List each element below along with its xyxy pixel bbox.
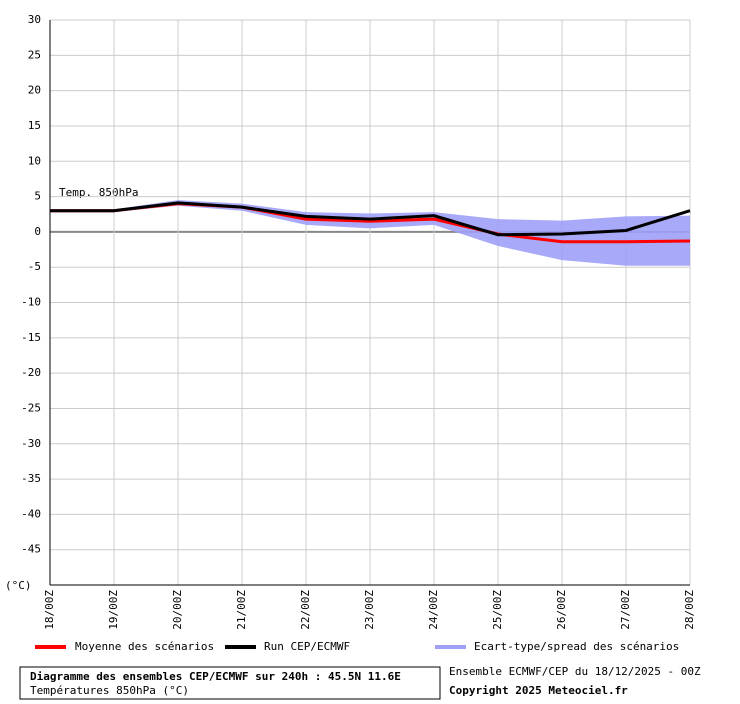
y-axis-label: (°C) xyxy=(5,579,32,592)
line xyxy=(50,201,691,237)
x-tick-label: 23/00Z xyxy=(363,590,376,630)
x-tick-label: 26/00Z xyxy=(555,590,568,630)
legend-swatch xyxy=(225,645,256,649)
legend-label: Ecart-type/spread des scénarios xyxy=(474,640,679,653)
y-tick-label: -5 xyxy=(28,260,41,273)
copyright: Copyright 2025 Meteociel.fr xyxy=(449,684,628,697)
x-tick-label: 25/00Z xyxy=(491,590,504,630)
x-tick-label: 28/00Z xyxy=(683,590,696,630)
y-tick-label: 30 xyxy=(28,13,41,26)
x-tick-label: 24/00Z xyxy=(427,590,440,630)
y-tick-label: 10 xyxy=(28,154,41,167)
title-box xyxy=(19,666,441,700)
source: Ensemble ECMWF/CEP du 18/12/2025 - 00Z xyxy=(449,665,701,678)
y-tick-label: -25 xyxy=(21,401,41,414)
legend-label: Moyenne des scénarios xyxy=(75,640,214,653)
y-tick-label: -45 xyxy=(21,543,41,556)
x-tick-label: 22/00Z xyxy=(299,590,312,630)
y-tick-label: 15 xyxy=(28,119,41,132)
x-tick-label: 19/00Z xyxy=(107,590,120,630)
y-tick-label: 0 xyxy=(34,225,41,238)
y-tick-label: -10 xyxy=(21,296,41,309)
chart-title: Diagramme des ensembles CEP/ECMWF sur 24… xyxy=(30,670,401,683)
y-tick-label: -20 xyxy=(21,366,41,379)
y-tick-label: -15 xyxy=(21,331,41,344)
legend-swatch xyxy=(435,645,466,649)
y-tick-label: -40 xyxy=(21,507,41,520)
legend-swatch xyxy=(35,645,66,649)
subtitle: Températures 850hPa (°C) xyxy=(30,684,189,697)
x-tick-label: 21/00Z xyxy=(235,590,248,630)
annotation: Temp. 850hPa xyxy=(59,186,138,199)
x-tick-label: 18/00Z xyxy=(43,590,56,630)
y-tick-label: -35 xyxy=(21,472,41,485)
y-tick-label: -30 xyxy=(21,437,41,450)
y-tick-label: 5 xyxy=(34,190,41,203)
legend-label: Run CEP/ECMWF xyxy=(264,640,350,653)
grid xyxy=(49,19,691,585)
x-tick-label: 20/00Z xyxy=(171,590,184,630)
y-tick-label: 20 xyxy=(28,84,41,97)
x-tick-label: 27/00Z xyxy=(619,590,632,630)
spread-area xyxy=(50,200,690,266)
y-tick-label: 25 xyxy=(28,48,41,61)
